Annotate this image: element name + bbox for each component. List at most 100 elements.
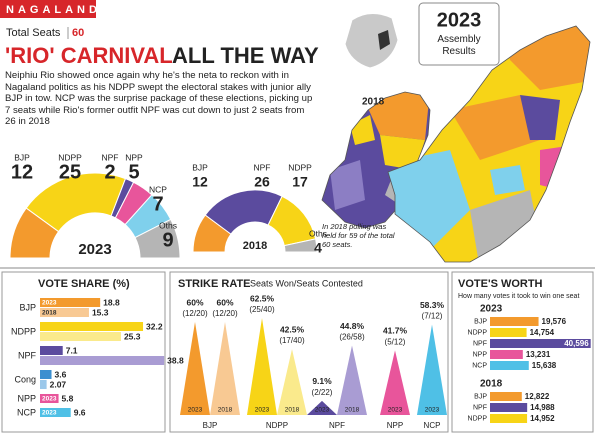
category-label: NPF <box>473 404 487 411</box>
value-label: 60% <box>216 297 233 307</box>
bar <box>490 339 591 348</box>
state-name: NAGALAND <box>6 4 101 16</box>
panel-title: VOTE SHARE (%) <box>38 278 130 290</box>
value-label: 42.5% <box>280 324 305 334</box>
segment-value: 9 <box>162 229 173 251</box>
bar <box>490 317 539 326</box>
panel-subtitle: How many votes it took to win one seat <box>458 293 579 300</box>
value-label: 3.6 <box>55 369 67 379</box>
segment-name: Oths <box>159 220 177 230</box>
panel-subtitle: Seats Won/Seats Contested <box>250 278 363 288</box>
bar <box>490 328 527 337</box>
segment-value: 4 <box>314 240 322 256</box>
badge-subtitle: Assembly Results <box>437 34 481 57</box>
category-label: Cong <box>14 374 36 384</box>
spike <box>307 400 337 415</box>
category-label: NPP <box>387 421 403 430</box>
value-label: 9.6 <box>74 407 86 417</box>
segment-name: BJP <box>14 152 30 162</box>
value-label: 14,988 <box>530 403 555 412</box>
bar <box>40 370 52 379</box>
spike <box>277 349 307 415</box>
value-label: 14,754 <box>530 328 555 337</box>
ratio-label: (12/20) <box>182 309 208 318</box>
category-label: NDPP <box>468 415 488 422</box>
badge-year: 2023 <box>437 9 482 31</box>
value-label: 9.1% <box>312 376 332 386</box>
donut-label: 2018 <box>243 240 267 252</box>
category-label: NPP <box>473 351 488 358</box>
year-label: 2018 <box>218 407 233 414</box>
intro-text: Neiphiu Rio showed once again why he's t… <box>5 70 313 128</box>
ratio-label: (26/58) <box>339 333 365 342</box>
series-label: 2018 <box>42 310 57 317</box>
category-label: BJP <box>474 318 487 325</box>
donut-label: 2023 <box>78 241 111 258</box>
spike <box>210 322 240 415</box>
category-label: NPF <box>329 421 345 430</box>
bar <box>490 392 522 401</box>
value-label: 15.3 <box>92 307 109 317</box>
header-bar <box>0 0 96 18</box>
spike <box>337 345 367 415</box>
category-label: BJP <box>203 421 218 430</box>
donut-segment <box>134 218 181 259</box>
ratio-label: (25/40) <box>249 305 275 314</box>
value-label: 58.3% <box>420 300 445 310</box>
series-label: 2023 <box>42 300 57 307</box>
series-label: 2023 <box>42 410 57 417</box>
value-label: 19,576 <box>542 317 567 326</box>
bar <box>40 380 47 389</box>
year-label: 2023 <box>255 407 270 414</box>
bar <box>40 298 101 307</box>
value-label: 25.3 <box>124 331 141 341</box>
panel-title: STRIKE RATE <box>178 278 251 290</box>
spike <box>247 318 277 415</box>
map-2018-label: 2018 <box>362 97 385 108</box>
group-label: 2023 <box>480 304 503 315</box>
badge <box>418 2 500 66</box>
segment-value: 5 <box>128 161 139 183</box>
year-label: 2018 <box>285 407 300 414</box>
segment-value: 25 <box>59 161 81 183</box>
category-label: BJP <box>19 302 36 312</box>
segment-value: 12 <box>11 161 33 183</box>
title-red: 'RIO' CARNIVAL <box>5 43 173 68</box>
value-label: 14,952 <box>530 414 555 423</box>
category-label: NPP <box>17 393 36 403</box>
map-2023-outline <box>387 25 591 263</box>
year-label: 2018 <box>345 407 360 414</box>
bar <box>490 414 528 423</box>
segment-name: NPF <box>254 162 271 172</box>
value-label: 13,231 <box>526 350 551 359</box>
spike <box>417 324 447 415</box>
year-label: 2023 <box>315 407 330 414</box>
map-note: In 2018 polling was held for 59 of the t… <box>322 222 395 249</box>
panel-title: VOTE'S WORTH <box>458 278 543 290</box>
category-label: NPF <box>473 340 487 347</box>
spike <box>180 322 210 415</box>
segment-name: Oths <box>309 228 327 238</box>
value-label: 12,822 <box>525 392 550 401</box>
panel <box>1 271 166 433</box>
value-label: 60% <box>186 297 203 307</box>
value-label: 41.7% <box>383 326 408 336</box>
value-label: 32.2 <box>146 321 163 331</box>
category-label: NDPP <box>266 421 288 430</box>
bar <box>490 350 523 359</box>
ratio-label: (7/12) <box>422 312 443 321</box>
ratio-label: (17/40) <box>279 336 305 345</box>
value-label: 7.1 <box>66 345 78 355</box>
value-label: 18.8 <box>103 297 120 307</box>
value-label: 2.07 <box>50 379 67 389</box>
segment-name: NDPP <box>288 162 312 172</box>
value-label: 40,596 <box>564 339 589 348</box>
bar <box>40 332 121 341</box>
ratio-label: (5/12) <box>385 337 406 346</box>
category-label: NPF <box>18 350 37 360</box>
segment-name: NPF <box>102 152 119 162</box>
value-label: 38.8 <box>167 355 184 365</box>
bar <box>490 361 529 370</box>
segment-value: 2 <box>104 161 115 183</box>
